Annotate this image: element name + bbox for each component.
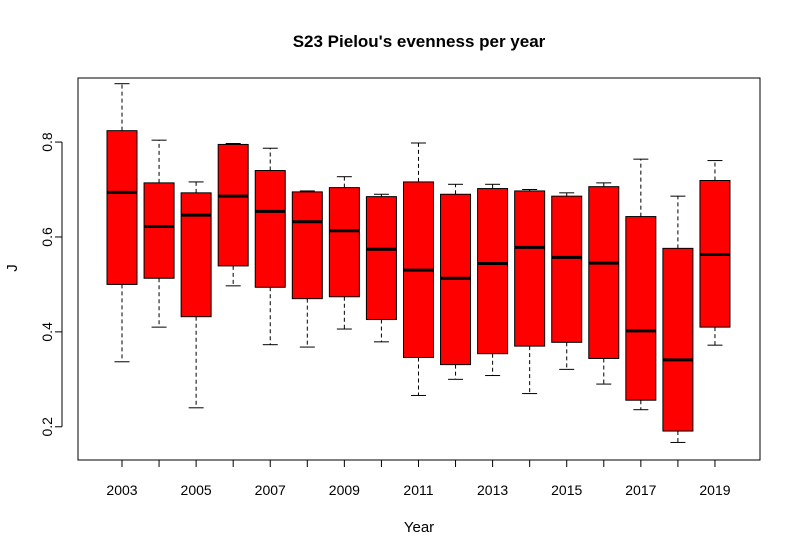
box-2019 bbox=[699, 160, 731, 346]
x-tick-label: 2009 bbox=[329, 482, 360, 498]
chart-title: S23 Pielou's evenness per year bbox=[293, 32, 546, 51]
box-2012 bbox=[440, 183, 472, 380]
y-tick-label: 0.8 bbox=[39, 132, 55, 152]
box-iqr bbox=[514, 190, 546, 347]
box-2013 bbox=[477, 183, 509, 377]
box-2005 bbox=[180, 181, 212, 409]
boxes-group bbox=[106, 83, 731, 443]
x-axis-label: Year bbox=[404, 519, 434, 536]
box-2018 bbox=[662, 195, 694, 443]
box-2010 bbox=[365, 193, 397, 343]
box-iqr bbox=[254, 170, 286, 288]
box-iqr bbox=[143, 182, 175, 279]
x-tick-label: 2019 bbox=[699, 482, 730, 498]
x-tick-label: 2017 bbox=[625, 482, 656, 498]
x-tick-label: 2015 bbox=[551, 482, 582, 498]
y-tick-label: 0.2 bbox=[39, 417, 55, 437]
box-2006 bbox=[217, 142, 249, 287]
box-iqr bbox=[477, 188, 509, 355]
box-iqr bbox=[551, 195, 583, 343]
box-iqr bbox=[217, 143, 249, 267]
box-2014 bbox=[514, 189, 546, 395]
box-iqr bbox=[662, 247, 694, 432]
y-axis-label: J bbox=[4, 264, 21, 272]
y-tick-label: 0.4 bbox=[39, 322, 55, 342]
box-iqr bbox=[625, 216, 657, 401]
box-2009 bbox=[328, 176, 360, 330]
box-2015 bbox=[551, 192, 583, 370]
y-axis: 0.2 0.4 0.6 0.8 bbox=[39, 132, 63, 437]
x-tick-label: 2013 bbox=[477, 482, 508, 498]
box-iqr bbox=[365, 196, 397, 321]
box-iqr bbox=[588, 186, 620, 359]
y-tick-label: 0.6 bbox=[39, 227, 55, 247]
x-tick-label: 2005 bbox=[181, 482, 212, 498]
box-2007 bbox=[254, 147, 286, 346]
box-2003 bbox=[106, 83, 138, 363]
box-2008 bbox=[291, 190, 323, 348]
box-iqr bbox=[328, 187, 360, 298]
box-iqr bbox=[291, 191, 323, 300]
box-2011 bbox=[402, 142, 434, 396]
box-2017 bbox=[625, 158, 657, 411]
x-tick-label: 2007 bbox=[255, 482, 286, 498]
x-tick-label: 2011 bbox=[403, 482, 433, 498]
box-2016 bbox=[588, 182, 620, 385]
box-2004 bbox=[143, 139, 175, 328]
box-iqr bbox=[180, 192, 212, 318]
x-axis: 2003 2005 2007 2009 2011 2013 2015 2017 2019 bbox=[106, 459, 731, 498]
x-tick-label: 2003 bbox=[106, 482, 137, 498]
box-iqr bbox=[106, 130, 138, 285]
